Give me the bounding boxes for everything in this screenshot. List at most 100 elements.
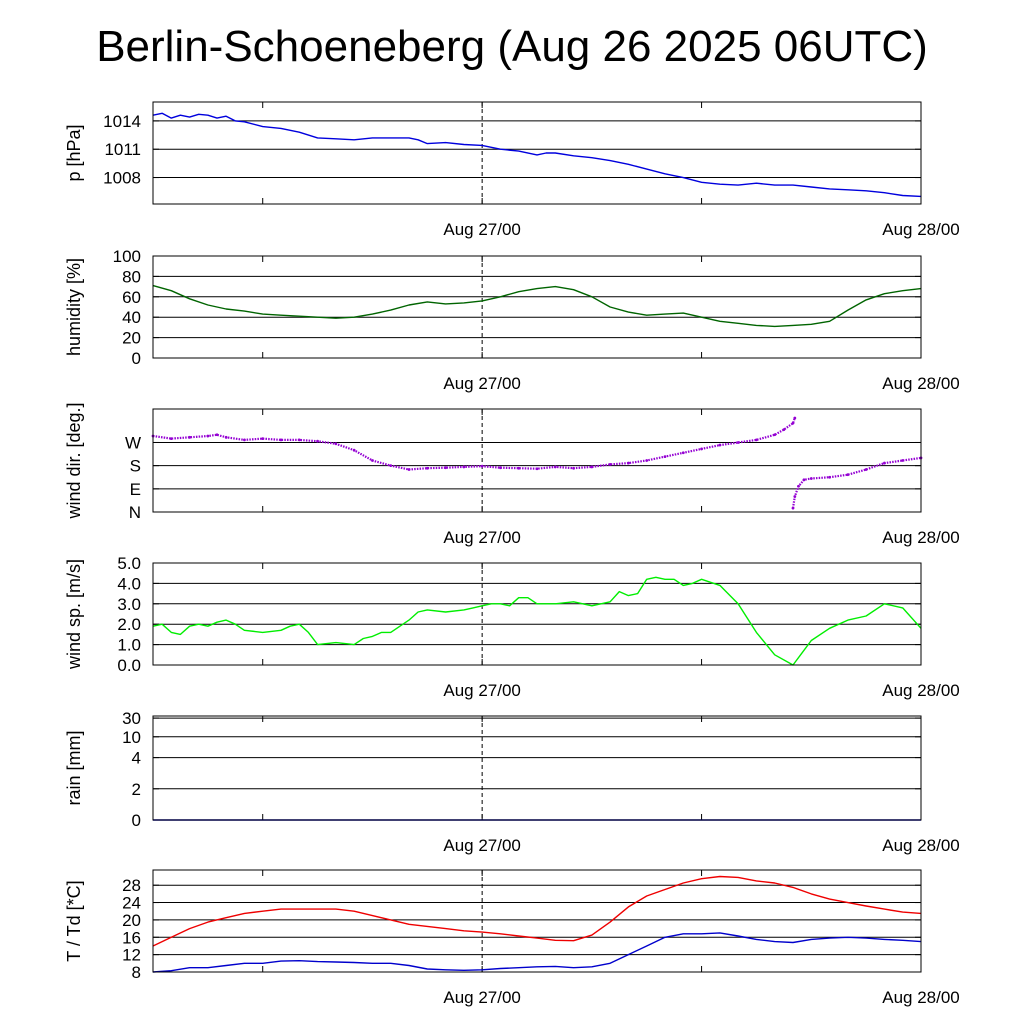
wind_dir-point (793, 416, 797, 420)
wind_dir-point (316, 439, 319, 443)
wind_dir-y-tick-label: E (130, 480, 141, 499)
pressure-y-axis-label: p [hPa] (64, 124, 84, 181)
rain-x-tick-label: Aug 28/00 (882, 836, 960, 855)
wind_dir-point (188, 435, 191, 439)
wind_speed-frame (152, 562, 922, 666)
wind_dir-point (846, 473, 850, 477)
wind_speed-y-tick-label: 2.0 (117, 615, 141, 634)
wind_dir-point (828, 475, 831, 479)
wind_speed-y-tick-label: 3.0 (117, 595, 141, 614)
wind_dir-point (444, 466, 447, 470)
wind_speed-series-1 (152, 576, 922, 666)
pressure-x-tick-label: Aug 27/00 (443, 220, 521, 239)
rain-x-tick-label: Aug 27/00 (443, 836, 521, 855)
temperature-series-td (152, 932, 922, 973)
humidity-y-tick-label: 20 (122, 329, 141, 348)
wind_dir-point (572, 466, 575, 470)
wind_dir-frame (152, 408, 922, 513)
temperature-y-tick-label: 20 (122, 911, 141, 930)
humidity-y-axis-label: humidity [%] (64, 258, 84, 356)
rain-y-tick-label: 4 (132, 749, 141, 768)
temperature-frame (152, 869, 922, 973)
wind_dir-point (480, 464, 484, 468)
wind_dir-point (663, 455, 667, 459)
pressure-series-1 (152, 112, 922, 198)
humidity-y-tick-label: 60 (122, 288, 141, 307)
temperature-series-t (152, 875, 922, 947)
wind_speed-y-axis-label: wind sp. [m/s] (64, 559, 84, 670)
temperature-x-tick-label: Aug 27/00 (443, 988, 521, 1007)
wind_dir-x-tick-label: Aug 27/00 (443, 528, 521, 547)
wind_dir-point (407, 468, 411, 471)
wind_dir-point (535, 467, 539, 471)
wind_dir-y-axis-label: wind dir. [deg.] (64, 402, 84, 519)
wind_dir-point (802, 478, 806, 482)
rain-y-tick-label: 2 (132, 780, 141, 799)
wind_dir-x-tick-label: Aug 28/00 (882, 528, 960, 547)
wind_dir-point (864, 468, 868, 471)
wind_dir-point (553, 465, 557, 469)
wind_dir-point (782, 428, 786, 431)
rain-y-tick-label: 30 (122, 709, 141, 728)
temperature-y-tick-label: 16 (122, 928, 141, 947)
wind_dir-point (627, 461, 630, 465)
wind_dir-point (389, 464, 393, 468)
pressure-y-tick-label: 1008 (103, 169, 141, 188)
wind_dir-point (499, 466, 502, 470)
wind_dir-point (215, 433, 219, 437)
wind_dir-point (773, 433, 777, 437)
humidity-x-tick-label: Aug 27/00 (443, 374, 521, 393)
temperature-x-tick-label: Aug 28/00 (882, 988, 960, 1007)
wind_dir-point (901, 459, 905, 462)
wind_speed-y-tick-label: 5.0 (117, 554, 141, 573)
wind_dir-point (425, 466, 429, 470)
temperature-y-tick-label: 28 (122, 876, 141, 895)
humidity-frame (152, 255, 922, 359)
wind_dir-point (791, 506, 795, 510)
wind_dir-point (883, 461, 886, 465)
temperature-y-axis-label: T / Td [*C] (64, 880, 84, 961)
wind_speed-x-tick-label: Aug 27/00 (443, 681, 521, 700)
wind_dir-point (791, 421, 795, 425)
temperature-y-tick-label: 12 (122, 946, 141, 965)
wind_dir-point (755, 438, 758, 442)
wind_speed-y-tick-label: 0.0 (117, 656, 141, 675)
rain-y-tick-label: 0 (132, 811, 141, 830)
wind_dir-y-tick-label: S (130, 457, 141, 476)
wind_dir-point (700, 447, 703, 451)
wind_dir-point (608, 462, 612, 466)
wind_dir-point (371, 459, 374, 462)
wind_dir-y-tick-label: N (129, 503, 141, 522)
wind_dir-point (169, 437, 173, 441)
humidity-x-tick-label: Aug 28/00 (882, 374, 960, 393)
wind_dir-point (206, 434, 210, 438)
chart-title: Berlin-Schoeneberg (Aug 26 2025 06UTC) (96, 22, 928, 71)
temperature-y-tick-label: 24 (122, 894, 141, 913)
wind_dir-series-1-line (152, 417, 796, 471)
wind_dir-point (352, 448, 356, 452)
wind_dir-point (797, 484, 800, 488)
wind_dir-point (224, 435, 228, 439)
wind_speed-y-tick-label: 1.0 (117, 636, 141, 655)
wind_dir-point (793, 495, 797, 498)
wind_dir-point (279, 438, 283, 442)
humidity-y-tick-label: 100 (113, 247, 141, 266)
wind_dir-y-tick-label: W (125, 433, 141, 452)
wind_dir-point (736, 441, 740, 444)
wind_dir-point (809, 477, 813, 480)
wind_speed-y-tick-label: 4.0 (117, 574, 141, 593)
humidity-series-1 (152, 284, 922, 328)
wind_dir-point (517, 466, 521, 470)
wind_dir-point (243, 438, 246, 442)
wind_dir-point (718, 443, 722, 447)
wind_speed-x-tick-label: Aug 28/00 (882, 681, 960, 700)
wind_dir-point (334, 442, 338, 446)
pressure-y-tick-label: 1011 (104, 140, 141, 159)
temperature-y-tick-label: 8 (132, 963, 141, 982)
humidity-y-tick-label: 40 (122, 308, 141, 327)
wind_dir-point (681, 451, 685, 455)
humidity-y-tick-label: 0 (132, 349, 141, 368)
wind_dir-point (261, 437, 265, 441)
rain-y-tick-label: 10 (122, 728, 141, 747)
